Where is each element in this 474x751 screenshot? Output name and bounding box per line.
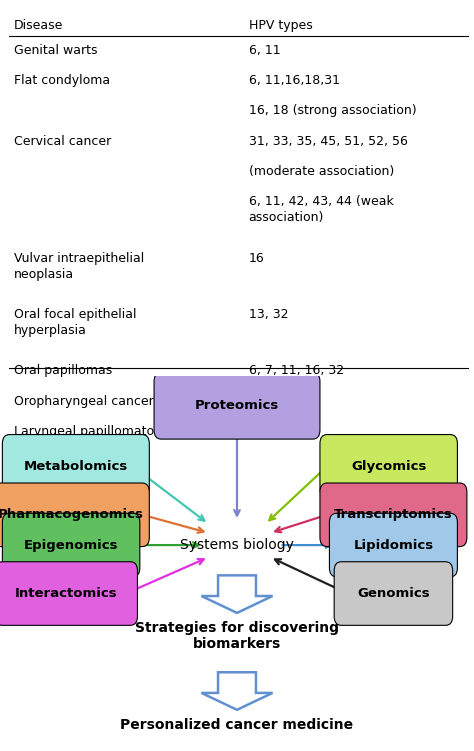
Text: Systems biology: Systems biology — [180, 538, 294, 552]
Text: Cervical cancer: Cervical cancer — [14, 134, 111, 147]
FancyBboxPatch shape — [320, 435, 457, 498]
Text: Proteomics: Proteomics — [195, 400, 279, 412]
Text: 16: 16 — [248, 252, 264, 264]
Text: 16: 16 — [248, 394, 264, 408]
Polygon shape — [201, 575, 273, 613]
Text: Personalized cancer medicine: Personalized cancer medicine — [120, 718, 354, 731]
Text: Disease: Disease — [14, 19, 64, 32]
Text: Epigenomics: Epigenomics — [24, 538, 119, 551]
Text: 6, 11, 42, 43, 44 (weak
association): 6, 11, 42, 43, 44 (weak association) — [248, 195, 393, 224]
FancyBboxPatch shape — [0, 562, 137, 626]
Text: Oropharyngeal cancer: Oropharyngeal cancer — [14, 394, 154, 408]
Text: Transcriptomics: Transcriptomics — [334, 508, 453, 521]
Text: Glycomics: Glycomics — [351, 460, 427, 473]
FancyBboxPatch shape — [329, 513, 457, 577]
FancyBboxPatch shape — [2, 435, 149, 498]
Text: Genital warts: Genital warts — [14, 44, 98, 56]
FancyBboxPatch shape — [320, 483, 467, 547]
Text: Vulvar intraepithelial
neoplasia: Vulvar intraepithelial neoplasia — [14, 252, 144, 281]
Text: 31, 33, 35, 45, 51, 52, 56: 31, 33, 35, 45, 51, 52, 56 — [248, 134, 408, 147]
Text: 6, 11: 6, 11 — [248, 425, 280, 438]
Text: Flat condyloma: Flat condyloma — [14, 74, 110, 87]
Text: HPV types: HPV types — [248, 19, 312, 32]
FancyBboxPatch shape — [154, 372, 320, 439]
Text: Oral papillomas: Oral papillomas — [14, 364, 112, 377]
Text: Pharmacogenomics: Pharmacogenomics — [0, 508, 144, 521]
FancyBboxPatch shape — [0, 483, 149, 547]
Text: 6, 11,16,18,31: 6, 11,16,18,31 — [248, 74, 339, 87]
Text: Strategies for discovering
biomarkers: Strategies for discovering biomarkers — [135, 621, 339, 651]
Polygon shape — [201, 672, 273, 710]
Text: 13, 32: 13, 32 — [248, 308, 288, 321]
Text: Metabolomics: Metabolomics — [24, 460, 128, 473]
Text: Oral focal epithelial
hyperplasia: Oral focal epithelial hyperplasia — [14, 308, 137, 337]
FancyBboxPatch shape — [334, 562, 453, 626]
Text: Interactomics: Interactomics — [15, 587, 118, 600]
Text: Lipidomics: Lipidomics — [353, 538, 434, 551]
Text: Laryngeal papillomatosis: Laryngeal papillomatosis — [14, 425, 171, 438]
Text: 16, 18 (strong association): 16, 18 (strong association) — [248, 104, 416, 117]
Text: 6, 11: 6, 11 — [248, 44, 280, 56]
Text: (moderate association): (moderate association) — [248, 164, 394, 178]
Text: 6, 7, 11, 16, 32: 6, 7, 11, 16, 32 — [248, 364, 344, 377]
Text: Genomics: Genomics — [357, 587, 430, 600]
FancyBboxPatch shape — [2, 513, 140, 577]
